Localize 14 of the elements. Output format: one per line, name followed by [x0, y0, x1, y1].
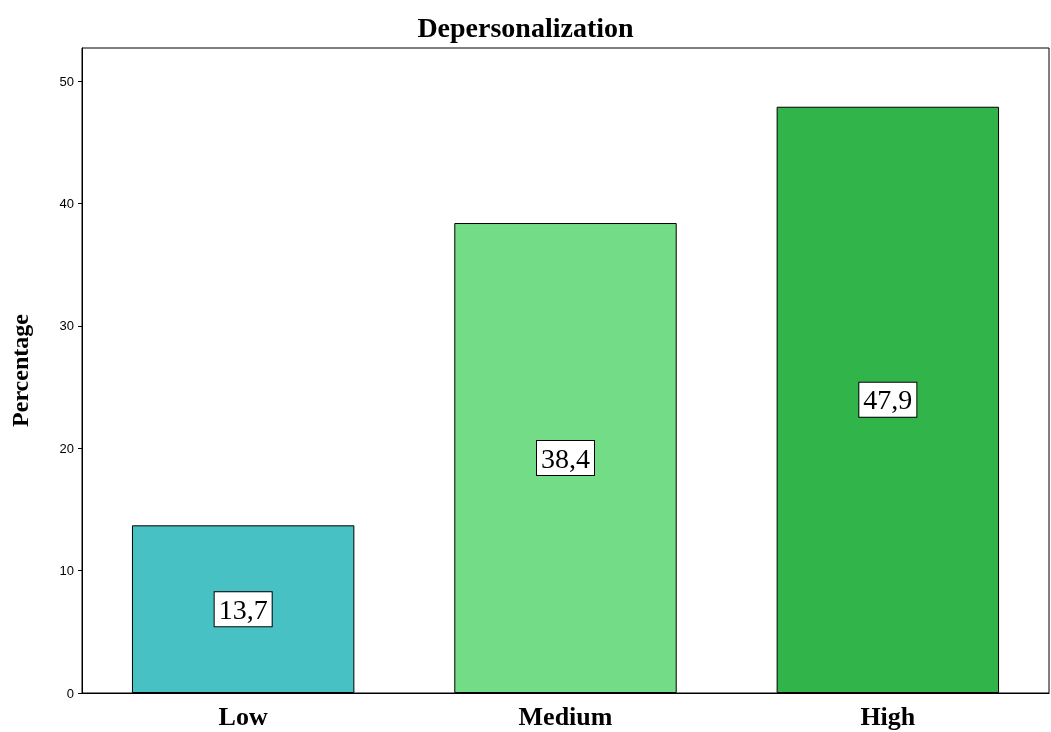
y-tick-label: 30 [59, 318, 74, 334]
x-tick-label: Medium [518, 701, 613, 731]
y-tick-label: 0 [66, 685, 74, 701]
y-tick-label: 10 [59, 563, 74, 579]
data-label: 38,4 [541, 442, 590, 474]
x-tick-label: High [860, 701, 916, 731]
y-axis-title: Percentage [7, 313, 33, 427]
y-tick-label: 50 [59, 73, 74, 89]
data-label: 13,7 [218, 593, 268, 625]
y-tick-label: 20 [59, 440, 74, 456]
data-label: 47,9 [863, 384, 913, 416]
chart-title: Depersonalization [417, 11, 635, 43]
y-tick-label: 40 [59, 195, 74, 211]
x-tick-label: Low [218, 701, 268, 731]
